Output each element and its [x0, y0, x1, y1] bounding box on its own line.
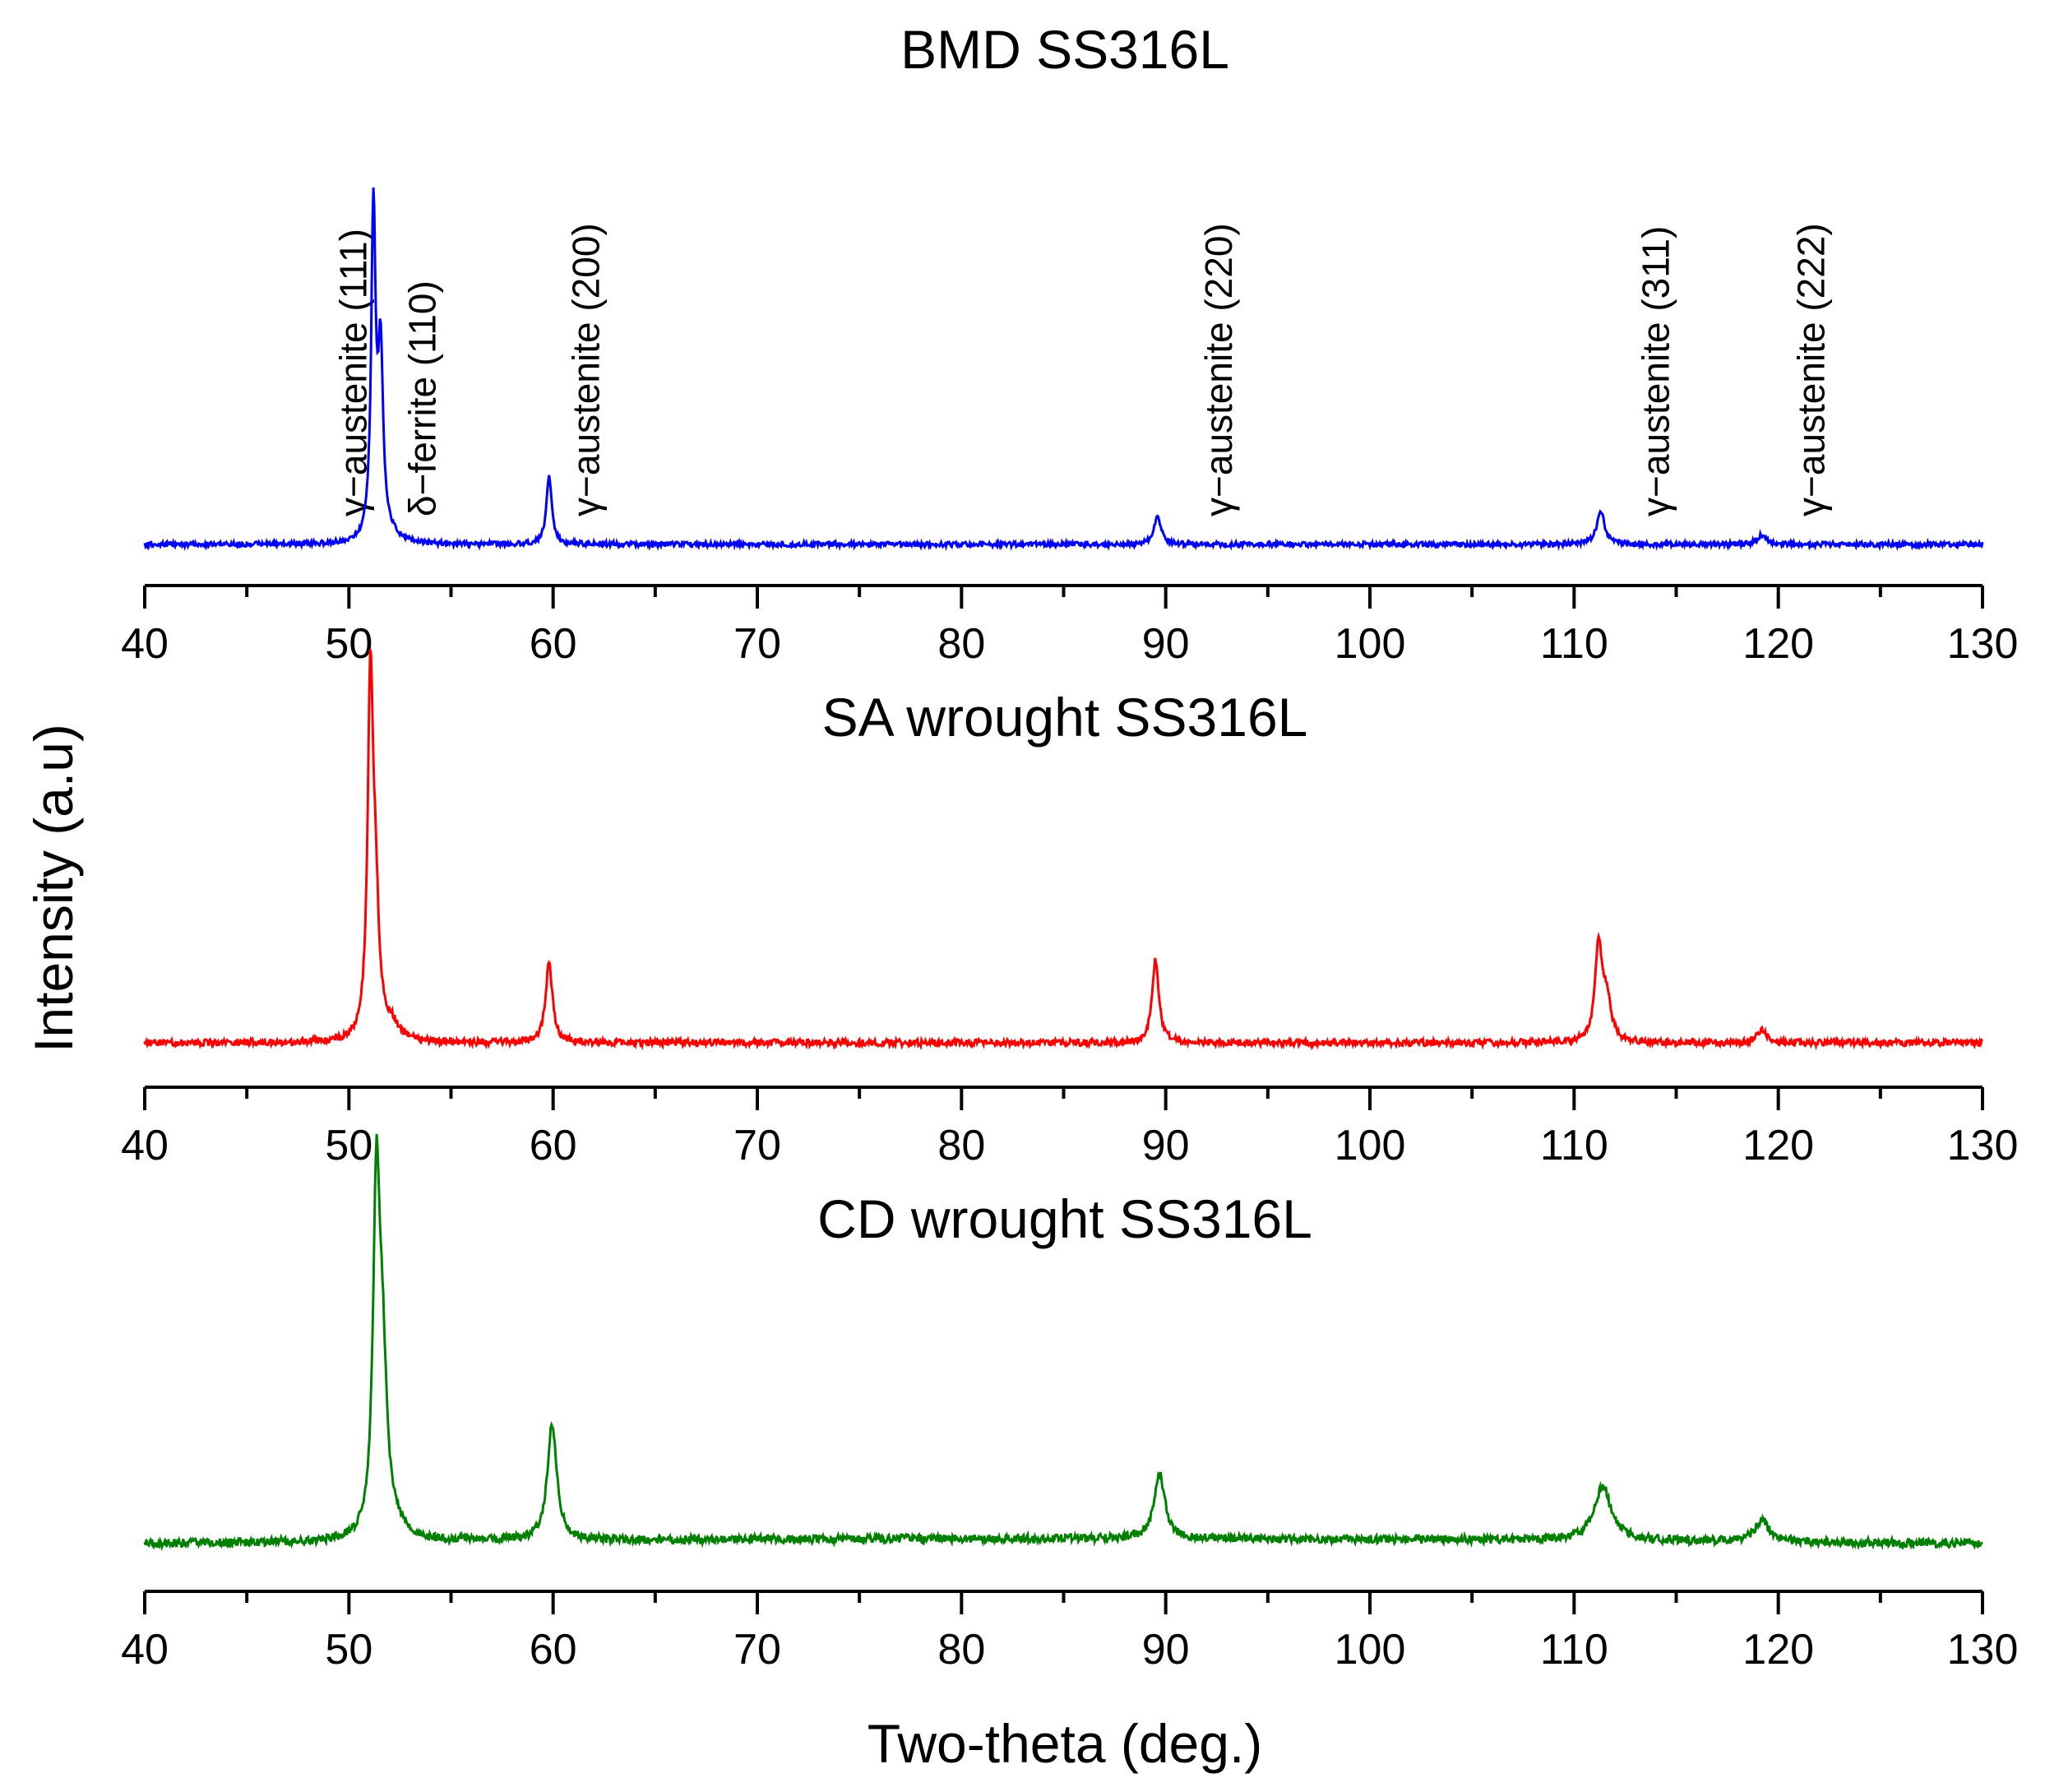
tick-label: 90 [1142, 1122, 1190, 1169]
tick-label: 110 [1540, 1626, 1608, 1674]
tick-label: 40 [121, 620, 169, 668]
peak-annotation: δ−ferrite (110) [401, 280, 444, 516]
x-axis-label: Two-theta (deg.) [868, 1713, 1263, 1774]
tick-label: 70 [733, 620, 781, 668]
x-axis-cd-wrought: 40 50 60 70 80 90 100 110 120 130 [121, 1590, 2019, 1674]
tick-label: 100 [1335, 1122, 1406, 1169]
panel-bmd: BMD SS316L γ−austenite (111) δ−ferrite (1… [121, 19, 2018, 668]
panel-cd-wrought: CD wrought SS316L 40 50 60 70 80 90 100 110 120 1… [121, 1134, 2018, 1674]
tick-label: 70 [733, 1626, 781, 1674]
peak-annotations-bmd: γ−austenite (111) δ−ferrite (110) γ−austen… [331, 223, 1832, 516]
xrd-trace-sa-wrought [143, 649, 1983, 1051]
tick-label: 60 [530, 1626, 577, 1674]
xrd-trace-cd-wrought [143, 1134, 1983, 1552]
tick-label: 120 [1742, 620, 1814, 668]
tick-label: 60 [530, 620, 577, 668]
x-axis-bmd: 40 50 60 70 80 90 100 110 120 130 [121, 584, 2019, 668]
peak-annotation: γ−austenite (200) [564, 223, 607, 516]
tick-label: 100 [1335, 1626, 1406, 1674]
tick-label: 90 [1142, 620, 1190, 668]
panel-title-cd-wrought: CD wrought SS316L [817, 1188, 1312, 1249]
peak-annotation: γ−austenite (220) [1197, 223, 1240, 516]
tick-label: 120 [1742, 1122, 1814, 1169]
tick-label: 80 [937, 1122, 985, 1169]
tick-label: 130 [1947, 1626, 2019, 1674]
tick-label: 110 [1540, 1122, 1608, 1169]
tick-label: 80 [937, 1626, 985, 1674]
tick-label: 90 [1142, 1626, 1190, 1674]
tick-label: 50 [325, 1626, 372, 1674]
tick-label: 100 [1335, 620, 1406, 668]
tick-label: 40 [121, 1122, 169, 1169]
tick-label: 50 [325, 620, 372, 668]
panel-title-sa-wrought: SA wrought SS316L [822, 687, 1308, 748]
x-axis-sa-wrought: 40 50 60 70 80 90 100 110 120 130 [121, 1086, 2019, 1169]
tick-label: 110 [1540, 620, 1608, 668]
panel-title-bmd: BMD SS316L [900, 19, 1229, 80]
tick-label: 120 [1742, 1626, 1814, 1674]
tick-label: 60 [530, 1122, 577, 1169]
xrd-trace-bmd [143, 188, 1984, 552]
tick-label: 80 [937, 620, 985, 668]
peak-annotation: γ−austenite (311) [1635, 226, 1677, 516]
tick-label: 40 [121, 1626, 169, 1674]
panel-sa-wrought: SA wrought SS316L 40 50 60 70 80 90 100 110 120 1… [121, 649, 2019, 1169]
y-axis-label: Intensity (a.u) [23, 724, 84, 1053]
tick-label: 50 [325, 1122, 372, 1169]
peak-annotation: γ−austenite (222) [1789, 223, 1832, 516]
tick-label: 130 [1947, 1122, 2019, 1169]
tick-label: 130 [1947, 620, 2019, 668]
tick-label: 70 [733, 1122, 781, 1169]
